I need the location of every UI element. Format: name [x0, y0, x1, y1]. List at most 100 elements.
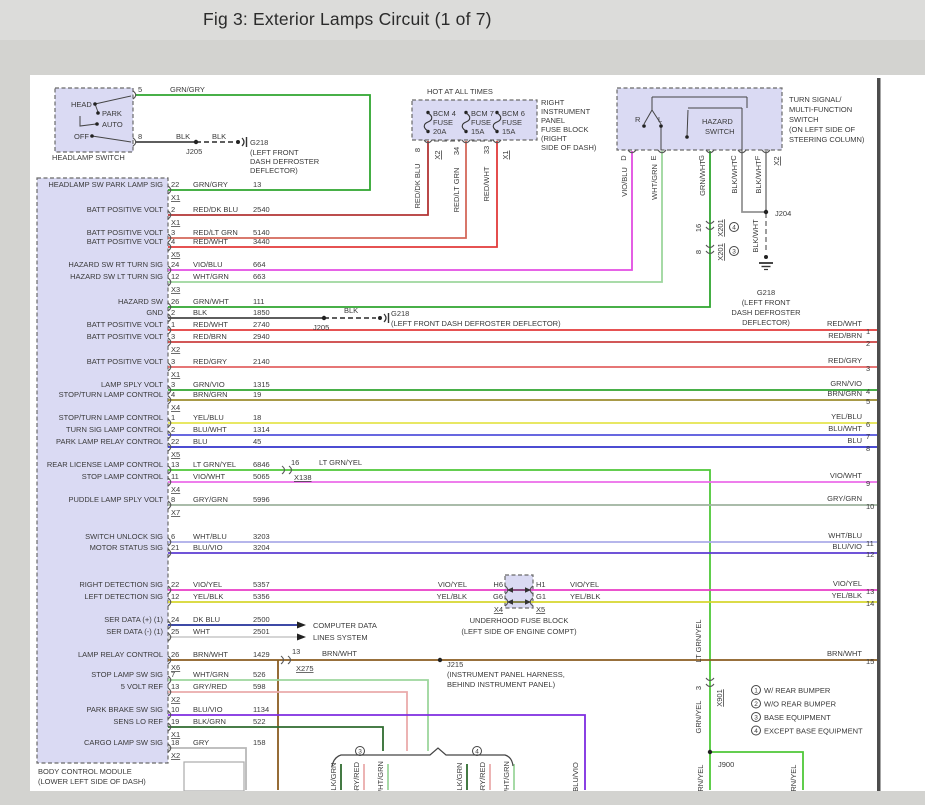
junction-dot — [321, 315, 327, 321]
connector-bracket — [167, 430, 172, 440]
bcm-pin-number: 1 — [171, 413, 175, 422]
wire-grn-yel-branch — [710, 751, 804, 790]
bcm-pin-number: 3 — [171, 357, 175, 366]
pass-through-arrow — [525, 587, 531, 593]
wire-color-label: RED/WHT — [193, 320, 228, 329]
legend-circle — [751, 685, 761, 695]
label: C — [729, 155, 738, 161]
label: GRN/YEL — [789, 765, 798, 798]
bcm-row-name: 5 VOLT REF — [121, 682, 164, 691]
bcm-row-name: BATT POSITIVE VOLT — [87, 320, 164, 329]
edge-wire-label: VIO/WHT — [830, 471, 862, 480]
label: BLK/GRN — [455, 763, 464, 796]
edge-wire-number: 8 — [866, 444, 870, 453]
bcm-connector-label: X5 — [171, 250, 180, 259]
bcm-row-name: GND — [146, 308, 163, 317]
circuit-number: 6846 — [253, 460, 270, 469]
label: X2 — [433, 150, 442, 159]
ground-symbol — [236, 140, 240, 144]
wire-gry-red — [168, 691, 408, 751]
bcm-pin-number: 25 — [171, 627, 179, 636]
bcm-row-name: HEADLAMP SW PARK LAMP SIG — [48, 180, 163, 189]
option-marker — [472, 746, 482, 756]
bcm-pin-number: 22 — [171, 580, 179, 589]
label: BCM 6 — [502, 109, 525, 118]
label: R — [635, 115, 641, 124]
label: X1 — [501, 150, 510, 159]
connector-bracket — [167, 620, 172, 630]
ground-symbol — [241, 137, 245, 147]
bcm-connector-label: X2 — [171, 751, 180, 760]
connector-bracket — [167, 477, 172, 487]
bcm-connector-label: X4 — [171, 485, 180, 494]
label: X275 — [296, 664, 314, 673]
edge-wire-label: BRN/GRN — [827, 389, 862, 398]
label: H1 — [536, 580, 546, 589]
label: BLK — [176, 132, 190, 141]
label: BCM 4 — [433, 109, 456, 118]
connector-bracket — [167, 277, 172, 287]
bcm-connector-label: X3 — [171, 285, 180, 294]
splice-j204-label: J204 — [775, 209, 791, 218]
bcm-row-name: HAZARD SW — [118, 297, 164, 306]
bcm-pin-number: 3 — [171, 228, 175, 237]
connector-bracket — [167, 385, 172, 395]
connector-bracket — [167, 722, 172, 732]
page-edge-bar — [877, 78, 881, 791]
bcm-pin-number: 6 — [171, 532, 175, 541]
label: FUSE — [502, 118, 522, 127]
wire-blu-vio-1134 — [168, 714, 586, 790]
bcm-pin-number: 26 — [171, 297, 179, 306]
edge-wire-label: GRY/GRN — [827, 494, 862, 503]
wire-color-label: RED/LT GRN — [193, 228, 238, 237]
label: G6 — [493, 592, 503, 601]
circuit-number: 1315 — [253, 380, 270, 389]
label: HAZARD — [702, 117, 733, 126]
wire-color-label: BRN/WHT — [193, 650, 228, 659]
connector-bracket — [167, 675, 172, 685]
legend-text: EXCEPT BASE EQUIPMENT — [764, 727, 863, 736]
circuit-number: 522 — [253, 717, 266, 726]
wire-color-label: RED/GRY — [193, 357, 227, 366]
turn-signal-switch-label: TURN SIGNAL/ — [789, 95, 842, 104]
label: GRN/WHT — [698, 160, 707, 196]
label: FUSE BLOCK — [541, 125, 589, 134]
edge-wire-number: 5 — [866, 397, 870, 406]
hot-at-all-times-label: HOT AT ALL TIMES — [427, 87, 493, 96]
circuit-number: 5356 — [253, 592, 270, 601]
circuit-number: 13 — [253, 180, 261, 189]
connector-bracket — [288, 465, 293, 475]
circuit-number: 3203 — [253, 532, 270, 541]
circuit-number: 5140 — [253, 228, 270, 237]
circuit-number: 5996 — [253, 495, 270, 504]
label: 13 — [292, 647, 300, 656]
label: (LEFT SIDE OF ENGINE COMPT) — [461, 627, 577, 636]
headlamp-switch-label: HEADLAMP SWITCH — [52, 153, 125, 162]
wire-color-label: BLU — [193, 437, 208, 446]
edge-wire-number: 10 — [866, 502, 874, 511]
connector-bracket — [167, 185, 172, 195]
wire-color-label: YEL/BLK — [193, 592, 223, 601]
circuit-number: 2940 — [253, 332, 270, 341]
bcm-row-name: SWITCH UNLOCK SIG — [85, 532, 163, 541]
connector-bracket — [280, 655, 285, 665]
bcm-pin-number: 3 — [171, 380, 175, 389]
label: LT GRN/YEL — [694, 619, 703, 662]
wire-color-label: RED/BRN — [193, 332, 227, 341]
wire-color-label: GRY/GRN — [193, 495, 228, 504]
wire-color-label: RED/DK BLU — [193, 205, 238, 214]
junction-dot — [193, 139, 199, 145]
switch-internal — [94, 95, 132, 105]
connector-bracket — [167, 655, 172, 665]
bcm-row-name: STOP/TURN LAMP CONTROL — [59, 390, 163, 399]
label: H6 — [493, 580, 503, 589]
diagram-canvas — [30, 75, 925, 791]
bcm-row-name: REAR LICENSE LAMP CONTROL — [47, 460, 163, 469]
circuit-number: 1134 — [253, 705, 269, 714]
connector-bracket — [705, 149, 715, 154]
option-marker — [729, 222, 739, 232]
label: DEFLECTOR) — [250, 166, 298, 175]
option-marker-number: 4 — [475, 749, 479, 756]
pass-through-arrow — [507, 599, 513, 605]
bcm-pin-number: 24 — [171, 615, 179, 624]
